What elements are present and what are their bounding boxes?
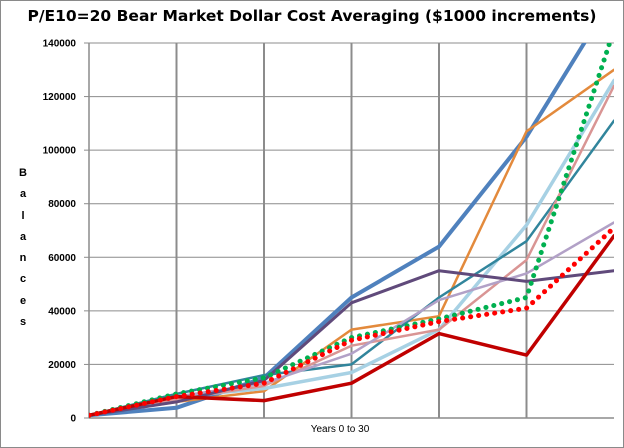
series-group <box>89 43 614 418</box>
chart-title: P/E10=20 Bear Market Dollar Cost Averagi… <box>27 7 597 25</box>
series-line-10 <box>89 225 614 418</box>
series-line-9 <box>89 43 613 418</box>
y-axis-label-letter: s <box>19 316 27 329</box>
y-axis-label-letter: n <box>19 252 27 265</box>
y-tick-label: 0 <box>70 414 76 425</box>
y-tick-label: 80000 <box>48 199 76 210</box>
series-line-5 <box>89 84 614 417</box>
series-line-1 <box>89 43 587 418</box>
y-axis-label-letter: l <box>21 209 25 222</box>
y-axis-label-letter: a <box>19 230 27 243</box>
y-axis-label-letter: c <box>19 273 27 286</box>
y-axis-label-letter: a <box>19 188 27 201</box>
x-axis-label: Years 0 to 30 <box>310 424 370 435</box>
y-tick-label: 60000 <box>48 253 76 264</box>
y-tick-label: 20000 <box>48 360 76 371</box>
series-line-7 <box>89 269 614 417</box>
y-axis-label-letter: B <box>19 167 27 179</box>
y-tick-label: 140000 <box>43 39 77 50</box>
y-tick-label: 40000 <box>48 306 76 317</box>
y-tick-label: 100000 <box>43 146 77 157</box>
y-tick-label: 120000 <box>43 92 77 103</box>
y-axis-label-letter: e <box>19 294 27 307</box>
